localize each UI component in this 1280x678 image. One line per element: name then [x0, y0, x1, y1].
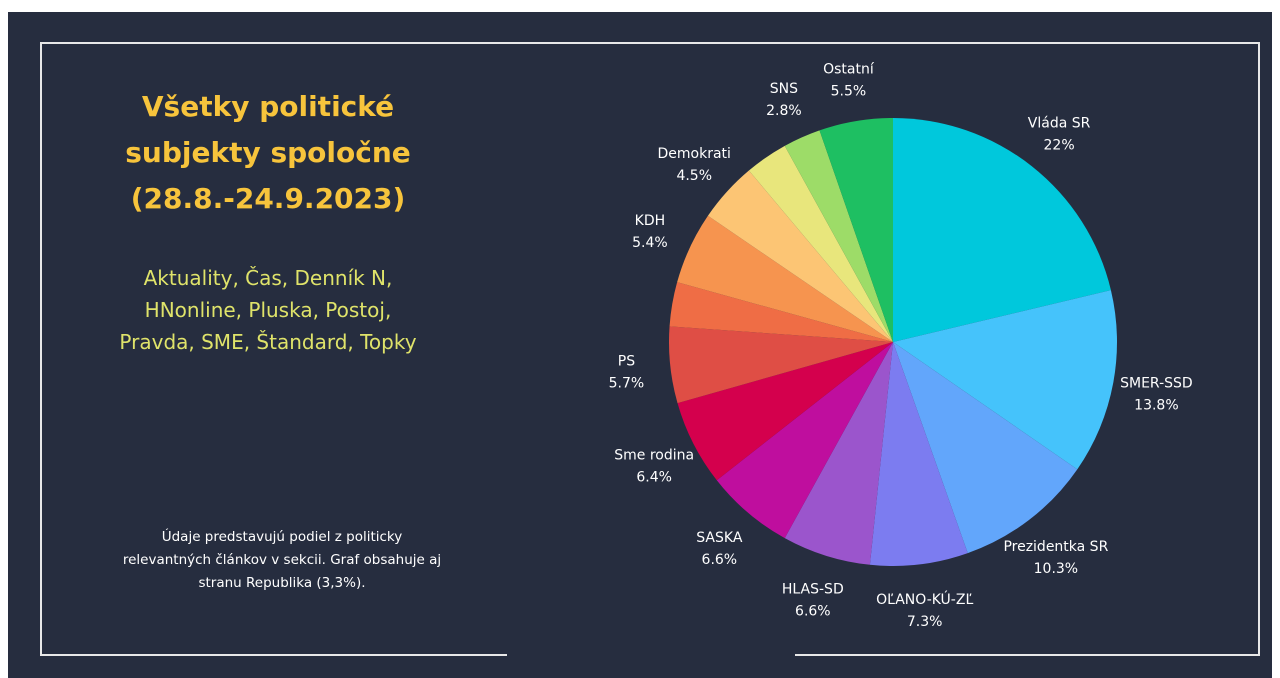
sources-list: Aktuality, Čas, Denník N, HNonline, Plus…	[68, 262, 468, 358]
chart-title: Všetky politické subjekty spoločne (28.8…	[88, 84, 448, 222]
frame-bottom-left-border	[40, 654, 507, 656]
frame-bottom-right-border	[795, 654, 1260, 656]
sources-line: Aktuality, Čas, Denník N,	[143, 266, 393, 290]
slice-value-label: 13.8%	[1134, 397, 1178, 413]
chart-title-line: (28.8.-24.9.2023)	[130, 182, 406, 215]
pie-slice	[893, 342, 1078, 554]
pie-slice	[677, 215, 893, 342]
slice-labels: Vláda SR 22% SMER-SSD 13.8% Prezidentka SR 10…	[609, 62, 1193, 630]
pie-slice	[893, 290, 1117, 470]
sources-line: HNonline, Pluska, Postoj,	[144, 298, 392, 322]
pie-chart: Vláda SR 22% SMER-SSD 13.8% Prezidentka SR 10…	[609, 62, 1193, 630]
slice-label: OĽANO-KÚ-ZĽ	[876, 590, 973, 608]
footnote-line: Údaje predstavujú podiel z politicky	[161, 529, 403, 545]
slice-value-label: 5.5%	[831, 84, 867, 100]
slice-label: SASKA	[696, 530, 743, 546]
slice-value-label: 7.3%	[907, 614, 943, 630]
slice-value-label: 22%	[1044, 138, 1075, 154]
pie-slice	[784, 342, 893, 565]
pie-slice	[707, 170, 893, 342]
slice-label: Ostatní	[823, 62, 875, 78]
slice-label: KDH	[635, 213, 666, 229]
chart-title-line: subjekty spoločne	[125, 136, 411, 169]
slice-label: PS	[618, 354, 635, 370]
slice-value-label: 10.3%	[1034, 561, 1078, 577]
slice-value-label: 6.4%	[636, 470, 672, 486]
frame-left-border	[40, 42, 42, 656]
pie-slice	[748, 145, 893, 342]
infographic-panel: Všetky politické subjekty spoločne (28.8…	[8, 12, 1272, 678]
slice-label: Demokrati	[658, 146, 731, 162]
footnote: Údaje predstavujú podiel z politicky rel…	[72, 526, 492, 595]
pie-slice	[669, 282, 893, 342]
slice-value-label: 6.6%	[702, 552, 738, 568]
slice-label: SNS	[770, 81, 798, 97]
pie-slice	[819, 118, 893, 342]
frame-right-border	[1258, 42, 1260, 656]
slice-value-label: 5.4%	[632, 235, 668, 251]
slice-label: HLAS-SD	[782, 582, 844, 598]
slice-label: Prezidentka SR	[1003, 539, 1108, 555]
slice-value-label: 5.7%	[609, 376, 645, 392]
footnote-line: stranu Republika (3,3%).	[198, 575, 366, 591]
slice-label: Sme rodina	[614, 448, 694, 464]
frame-top-border	[40, 42, 1260, 44]
sources-line: Pravda, SME, Štandard, Topky	[119, 330, 417, 354]
chart-title-line: Všetky politické	[141, 90, 395, 123]
pie-slice	[784, 130, 893, 342]
pie-slice	[669, 326, 893, 404]
footnote-line: relevantných článkov v sekcii. Graf obsa…	[122, 552, 442, 568]
pie-slice	[716, 342, 893, 539]
pie-slice	[869, 342, 968, 566]
slice-value-label: 4.5%	[676, 168, 712, 184]
slice-value-label: 6.6%	[795, 604, 831, 620]
pie-slice	[677, 342, 893, 481]
slice-label: SMER-SSD	[1120, 375, 1193, 391]
slice-value-label: 2.8%	[766, 103, 802, 119]
pie-slice	[893, 118, 1111, 342]
slice-label: Vláda SR	[1028, 116, 1091, 132]
